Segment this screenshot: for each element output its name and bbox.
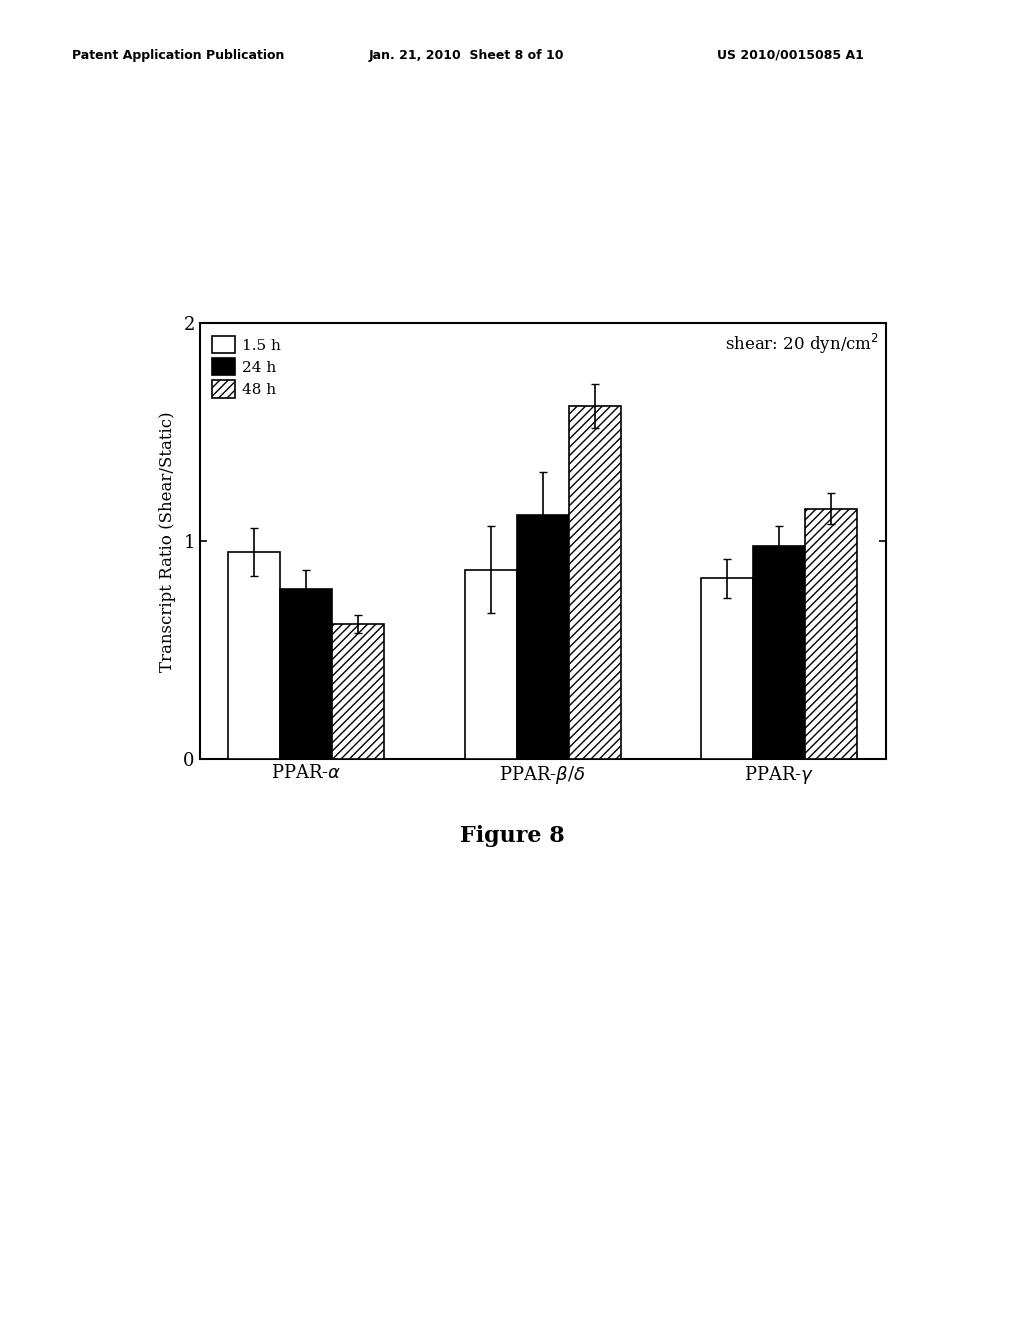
Bar xyxy=(805,508,857,759)
Legend: 1.5 h, 24 h, 48 h: 1.5 h, 24 h, 48 h xyxy=(207,331,286,403)
Y-axis label: Transcript Ratio (Shear/Static): Transcript Ratio (Shear/Static) xyxy=(160,411,176,672)
Bar xyxy=(281,589,332,759)
Text: Figure 8: Figure 8 xyxy=(460,825,564,847)
Text: shear: 20 dyn/cm$^2$: shear: 20 dyn/cm$^2$ xyxy=(725,333,879,356)
Bar xyxy=(465,569,517,759)
Text: US 2010/0015085 A1: US 2010/0015085 A1 xyxy=(717,49,863,62)
Text: Jan. 21, 2010  Sheet 8 of 10: Jan. 21, 2010 Sheet 8 of 10 xyxy=(369,49,564,62)
Text: Patent Application Publication: Patent Application Publication xyxy=(72,49,284,62)
Bar xyxy=(517,515,568,759)
Bar xyxy=(228,552,281,759)
Bar xyxy=(332,624,384,759)
Bar xyxy=(701,578,754,759)
Bar xyxy=(754,545,805,759)
Bar xyxy=(568,407,621,759)
